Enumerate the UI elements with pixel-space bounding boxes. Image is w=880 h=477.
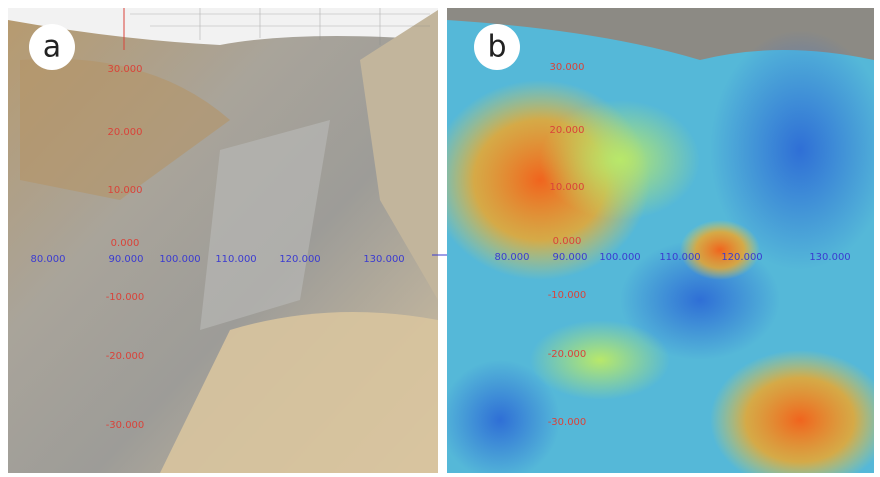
y-axis-label: 10.000 — [108, 185, 143, 196]
panel-label: a — [43, 30, 61, 65]
panel-label: b — [487, 30, 506, 65]
y-axis-label: 10.000 — [550, 182, 585, 193]
x-axis-label: 100.000 — [599, 252, 640, 263]
x-axis-label: 80.000 — [31, 254, 66, 265]
x-axis-label: 120.000 — [721, 252, 762, 263]
x-axis-label: 130.000 — [363, 254, 404, 265]
y-axis-label: -30.000 — [548, 417, 587, 428]
x-axis-label: 90.000 — [553, 252, 588, 263]
x-axis-label: 130.000 — [809, 252, 850, 263]
y-axis-label: -10.000 — [106, 292, 145, 303]
figure: a 30.000 20.000 10.000 0.000 -10.000 -20.000 -3… — [0, 0, 880, 477]
y-axis-label: 30.000 — [550, 62, 585, 73]
x-axis-label: 120.000 — [279, 254, 320, 265]
x-axis-label: 110.000 — [215, 254, 256, 265]
y-axis-label: 20.000 — [108, 127, 143, 138]
y-axis-label: -10.000 — [548, 290, 587, 301]
y-axis-label: -30.000 — [106, 420, 145, 431]
y-axis-label: -20.000 — [548, 349, 587, 360]
heatmap-b — [430, 8, 880, 477]
x-axis-label: 100.000 — [159, 254, 200, 265]
x-axis-label: 80.000 — [495, 252, 530, 263]
y-axis-label: 30.000 — [108, 64, 143, 75]
y-axis-label: 20.000 — [550, 125, 585, 136]
x-axis-label: 90.000 — [109, 254, 144, 265]
y-axis-label: -20.000 — [106, 351, 145, 362]
y-axis-label: 0.000 — [111, 238, 140, 249]
photo-a — [8, 8, 438, 473]
y-axis-label: 0.000 — [553, 236, 582, 247]
x-axis-label: 110.000 — [659, 252, 700, 263]
